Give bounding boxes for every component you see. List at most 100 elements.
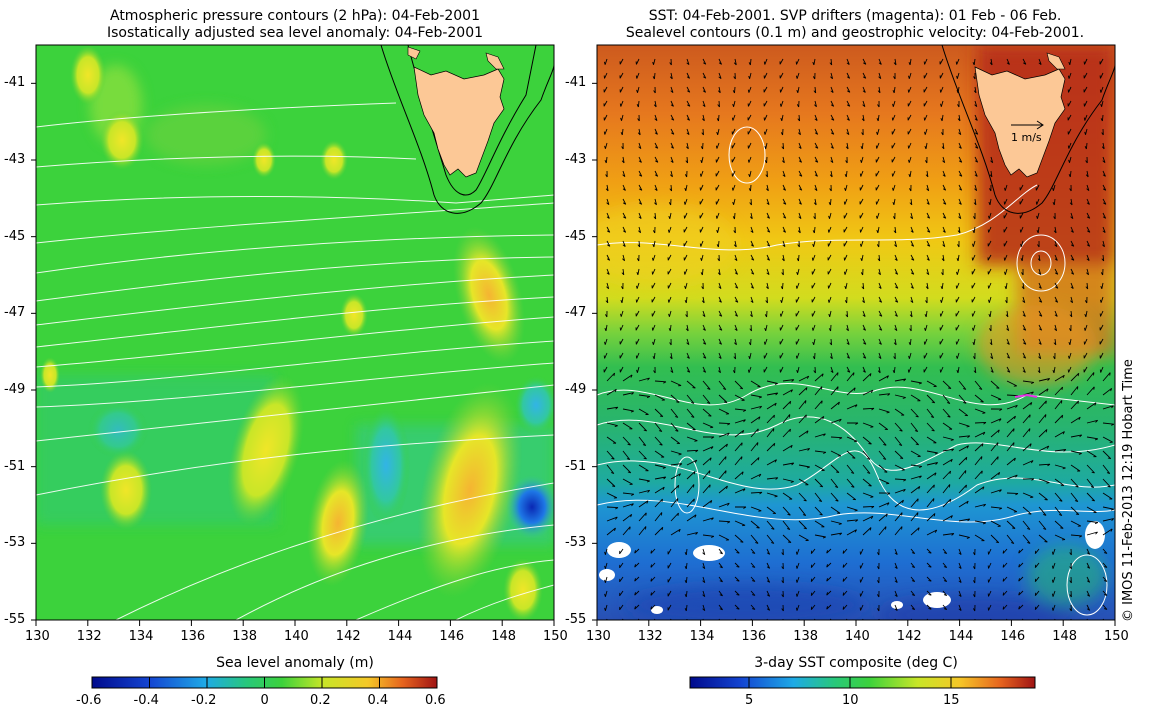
velocity-arrow: [843, 198, 848, 205]
velocity-arrow: [686, 408, 695, 418]
velocity-arrow: [988, 296, 992, 303]
velocity-arrow: [750, 604, 756, 610]
velocity-arrow: [940, 282, 944, 290]
velocity-arrow: [1037, 240, 1040, 248]
velocity-arrow: [845, 156, 848, 164]
velocity-arrow: [989, 325, 992, 332]
velocity-arrow: [1002, 548, 1008, 554]
velocity-arrow: [702, 470, 711, 480]
velocity-arrow: [635, 296, 640, 303]
velocity-arrow: [764, 310, 768, 318]
velocity-arrow: [1069, 198, 1073, 206]
velocity-arrow: [1100, 282, 1104, 290]
velocity-arrow: [942, 184, 947, 191]
velocity-arrow: [1070, 268, 1075, 275]
velocity-arrow: [942, 458, 953, 466]
sla-colorbar-tick-label: -0.2: [191, 693, 217, 708]
velocity-arrow: [702, 324, 706, 331]
velocity-arrow: [941, 129, 944, 136]
velocity-arrow: [1054, 268, 1059, 275]
velocity-arrow: [798, 387, 808, 396]
velocity-arrow: [683, 240, 688, 247]
velocity-arrow: [715, 170, 720, 177]
velocity-arrow: [910, 562, 916, 569]
velocity-arrow: [686, 459, 698, 466]
velocity-arrow: [860, 268, 864, 276]
velocity-arrow: [622, 198, 627, 205]
velocity-arrow: [843, 240, 848, 247]
velocity-arrow: [636, 366, 640, 373]
velocity-arrow: [670, 436, 681, 445]
velocity-arrow: [702, 380, 711, 390]
velocity-arrow: [750, 226, 754, 233]
velocity-arrow: [1099, 72, 1104, 79]
velocity-arrow: [782, 414, 791, 424]
velocity-arrow: [1086, 226, 1091, 233]
velocity-arrow: [795, 352, 800, 359]
velocity-arrow: [747, 100, 752, 107]
velocity-arrow: [958, 380, 967, 390]
velocity-arrow: [1070, 226, 1074, 233]
velocity-arrow: [734, 324, 738, 331]
velocity-arrow: [1054, 282, 1059, 289]
cloud-patches: [599, 521, 1105, 614]
velocity-arrow: [622, 450, 631, 461]
velocity-arrow: [958, 394, 967, 404]
velocity-arrow: [974, 100, 978, 108]
velocity-arrow: [814, 520, 825, 528]
velocity-arrow: [1038, 534, 1048, 543]
velocity-arrow: [686, 449, 699, 453]
velocity-arrow: [734, 442, 743, 452]
velocity-arrow: [910, 576, 916, 583]
velocity-arrow: [846, 519, 859, 522]
velocity-arrow: [812, 58, 816, 66]
velocity-arrow: [1054, 414, 1064, 424]
velocity-arrow: [910, 475, 922, 480]
velocity-arrow: [651, 268, 656, 275]
velocity-arrow: [941, 142, 945, 150]
velocity-arrow: [862, 492, 874, 498]
velocity-arrow: [847, 422, 859, 425]
velocity-arrow: [715, 198, 720, 205]
velocity-arrow: [604, 548, 608, 555]
velocity-arrow: [1038, 310, 1043, 317]
velocity-arrow: [830, 506, 841, 514]
velocity-arrow: [781, 156, 785, 164]
velocity-arrow: [718, 72, 722, 79]
velocity-arrow: [667, 562, 672, 569]
velocity-arrow: [684, 170, 688, 178]
sla-high-blob: [320, 140, 348, 180]
left-title: Atmospheric pressure contours (2 hPa): 0…: [36, 8, 554, 42]
velocity-arrow: [766, 392, 779, 396]
velocity-arrow: [606, 492, 618, 499]
velocity-arrow: [877, 604, 880, 612]
velocity-arrow: [686, 514, 697, 522]
velocity-arrow: [1034, 562, 1040, 568]
velocity-arrow: [700, 142, 704, 150]
velocity-arrow: [846, 372, 855, 382]
velocity-arrow: [670, 463, 683, 466]
velocity-arrow: [763, 100, 768, 107]
velocity-arrow: [814, 386, 823, 396]
velocity-arrow: [811, 296, 816, 303]
velocity-arrow: [861, 128, 864, 136]
velocity-arrow: [716, 240, 720, 248]
velocity-arrow: [814, 156, 819, 163]
velocity-arrow: [958, 576, 962, 583]
velocity-arrow: [830, 492, 839, 502]
velocity-arrow: [734, 394, 745, 401]
velocity-arrow: [987, 268, 992, 275]
velocity-arrow: [667, 548, 672, 555]
velocity-arrow: [1038, 388, 1049, 396]
velocity-arrow: [958, 408, 969, 417]
velocity-arrow: [1035, 184, 1040, 191]
velocity-arrow: [990, 520, 1001, 527]
velocity-arrow: [846, 492, 857, 501]
velocity-arrow: [1022, 506, 1032, 515]
velocity-arrow: [684, 604, 688, 612]
velocity-arrow: [877, 366, 881, 374]
velocity-arrow: [621, 156, 625, 164]
velocity-arrow: [654, 394, 666, 401]
velocity-arrow: [702, 86, 707, 93]
velocity-arrow: [910, 254, 915, 261]
